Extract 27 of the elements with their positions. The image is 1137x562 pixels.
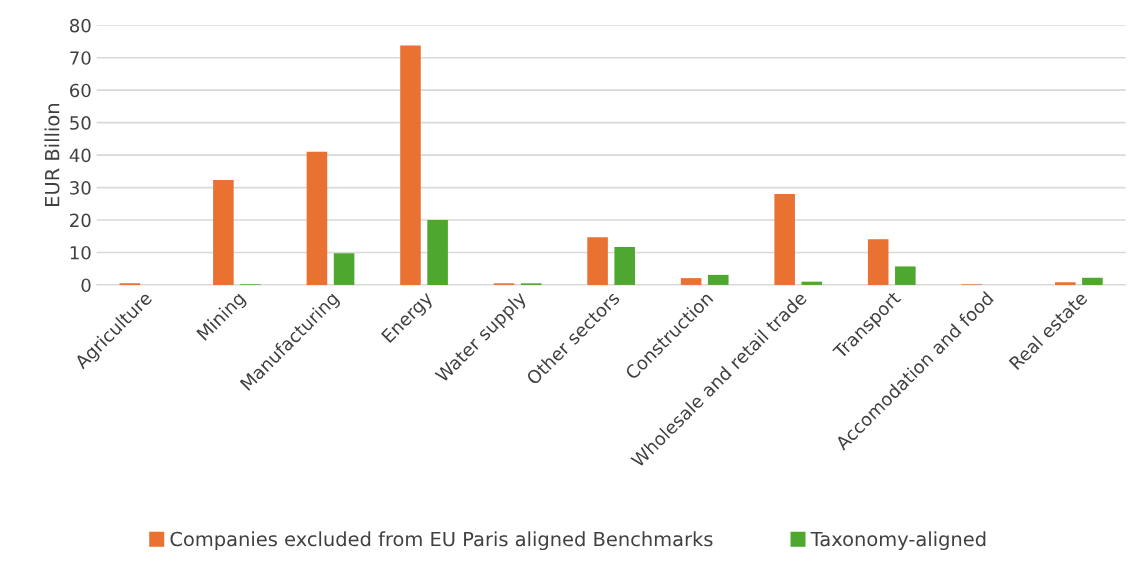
y-axis-title: EUR Billion <box>44 104 60 206</box>
bar <box>1082 277 1103 285</box>
bar <box>774 194 795 285</box>
y-tick-label: 70 <box>70 51 91 65</box>
bar <box>680 278 702 285</box>
bar <box>400 45 421 285</box>
bar <box>333 253 355 285</box>
y-tick-label: 20 <box>70 213 91 228</box>
bar <box>895 266 916 285</box>
y-tick-label: 0 <box>81 278 91 293</box>
bar <box>1055 282 1076 285</box>
bar <box>707 274 729 285</box>
bar <box>867 239 889 285</box>
y-tick-label: 10 <box>70 245 91 260</box>
y-tick-label: 80 <box>70 18 91 33</box>
bar <box>801 281 823 285</box>
y-tick-label: 50 <box>70 116 91 130</box>
bar <box>427 220 448 285</box>
bar <box>614 246 635 285</box>
bar <box>213 180 234 285</box>
legend-label: Companies excluded from EU Paris aligned Benchmarks <box>170 531 713 551</box>
bar <box>306 151 328 285</box>
y-tick-label: 30 <box>70 181 91 195</box>
y-tick-label: 60 <box>70 83 91 98</box>
bar <box>587 237 608 285</box>
legend-label: Taxonomy-aligned <box>810 531 986 551</box>
y-tick-label: 40 <box>69 148 91 163</box>
